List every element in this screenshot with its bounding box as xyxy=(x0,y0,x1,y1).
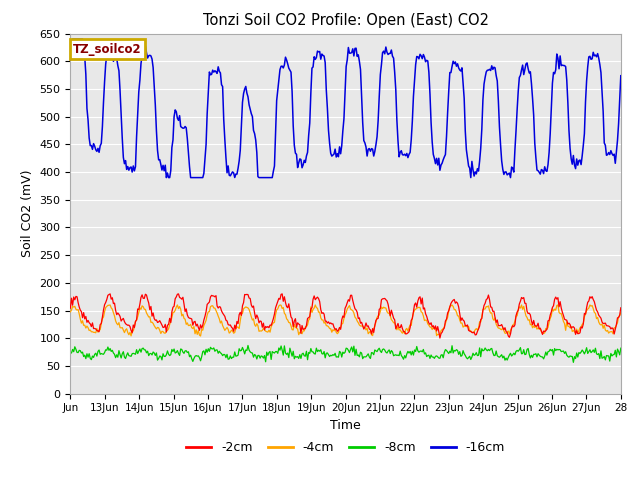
Legend: -2cm, -4cm, -8cm, -16cm: -2cm, -4cm, -8cm, -16cm xyxy=(181,436,510,459)
X-axis label: Time: Time xyxy=(330,419,361,432)
Y-axis label: Soil CO2 (mV): Soil CO2 (mV) xyxy=(21,170,34,257)
Text: TZ_soilco2: TZ_soilco2 xyxy=(73,43,142,56)
Title: Tonzi Soil CO2 Profile: Open (East) CO2: Tonzi Soil CO2 Profile: Open (East) CO2 xyxy=(203,13,488,28)
